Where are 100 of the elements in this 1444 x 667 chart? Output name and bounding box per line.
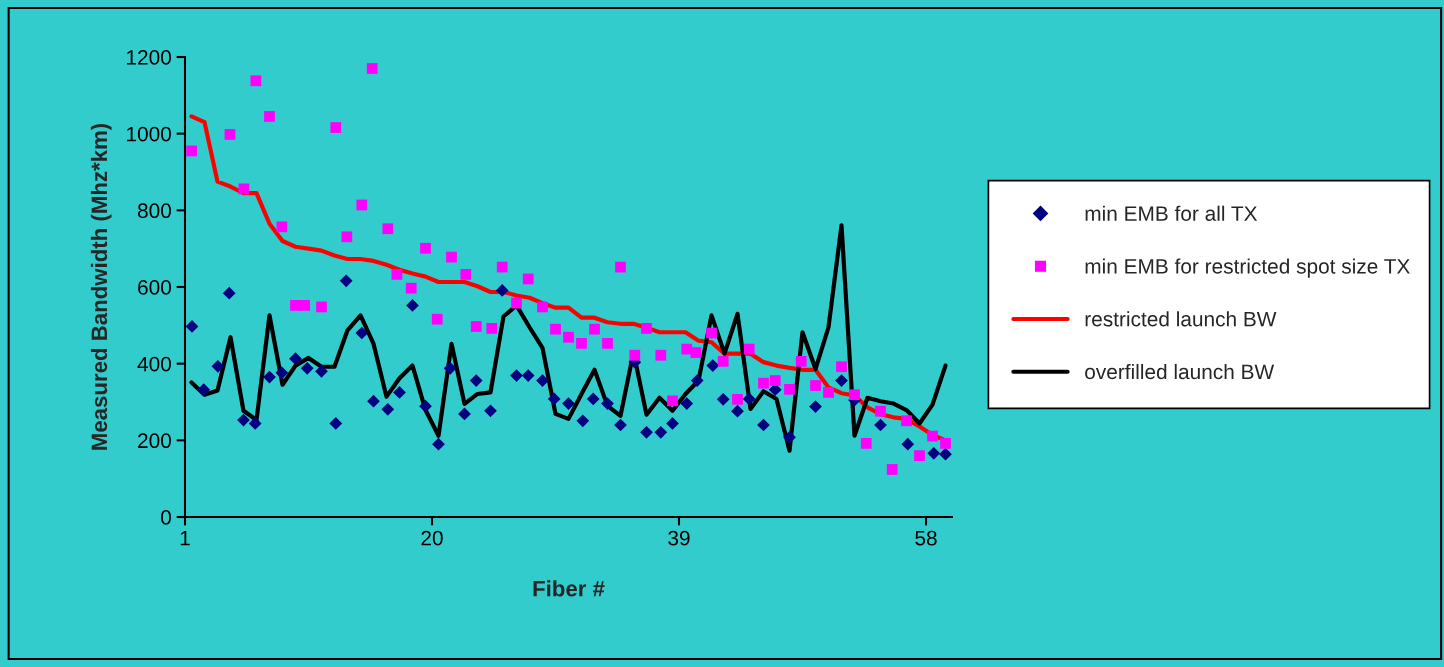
legend-label: min EMB for restricted spot size TX: [1085, 258, 1410, 278]
point: [330, 122, 342, 133]
point: [795, 355, 807, 367]
point: [927, 430, 938, 442]
point: [224, 129, 236, 140]
point: [510, 369, 523, 382]
point: [743, 343, 755, 355]
point: [809, 400, 822, 413]
y-axis-title: Measured Bandwidth (Mhz*km): [90, 123, 112, 450]
point: [537, 301, 548, 313]
point: [420, 242, 431, 254]
point: [576, 337, 587, 349]
legend-label: min EMB for all TX: [1085, 205, 1258, 221]
point: [522, 273, 534, 285]
point: [901, 437, 915, 451]
point: [716, 392, 730, 406]
point: [329, 417, 343, 430]
point: [248, 417, 262, 430]
point: [758, 377, 769, 389]
point: [382, 223, 394, 235]
point: [393, 386, 406, 399]
point: [341, 231, 353, 243]
point: [784, 383, 795, 395]
point: [521, 369, 535, 382]
point: [470, 321, 482, 332]
point: [602, 337, 613, 349]
point: [886, 464, 898, 475]
point: [316, 301, 327, 313]
point: [717, 355, 729, 367]
point: [690, 374, 704, 387]
point: [550, 323, 561, 335]
point: [289, 352, 302, 366]
point: [486, 323, 498, 334]
point: [299, 300, 310, 311]
point: [458, 407, 471, 421]
x-tick-label: 39: [668, 530, 690, 546]
point: [391, 268, 403, 280]
point: [901, 415, 912, 427]
point: [615, 261, 626, 273]
y-tick-label: 1200: [127, 50, 171, 65]
point: [355, 326, 369, 340]
point: [211, 359, 225, 373]
point: [732, 393, 743, 405]
point: [914, 450, 925, 462]
point: [690, 347, 702, 358]
point: [381, 402, 395, 416]
y-tick-label: 200: [138, 433, 171, 449]
point: [586, 392, 600, 406]
legend-label: restricted launch BW: [1085, 311, 1277, 327]
point: [339, 274, 353, 288]
point: [629, 349, 641, 361]
point: [927, 447, 941, 460]
point: [432, 437, 445, 451]
point: [655, 349, 667, 361]
point: [576, 414, 590, 428]
point: [419, 399, 432, 413]
point: [366, 63, 378, 74]
point: [443, 361, 457, 375]
y-tick-label: 800: [137, 203, 171, 219]
x-tick-label: 20: [421, 530, 443, 546]
point: [197, 383, 211, 397]
point: [654, 425, 668, 439]
y-tick-label: 0: [161, 510, 171, 525]
point: [641, 323, 652, 334]
point: [742, 392, 756, 406]
point: [810, 380, 821, 391]
point: [640, 425, 653, 439]
point: [275, 366, 289, 380]
x-tick-label: 1: [180, 530, 190, 546]
point: [276, 221, 288, 233]
y-tick-label: 1000: [127, 126, 171, 142]
point: [589, 323, 600, 335]
point: [250, 75, 262, 87]
point: [264, 111, 275, 122]
point: [680, 397, 694, 410]
point: [222, 286, 236, 300]
point: [300, 361, 314, 375]
point: [511, 297, 522, 309]
point: [783, 430, 796, 444]
point: [849, 389, 860, 401]
point: [315, 364, 328, 378]
point: [860, 438, 872, 449]
point: [405, 282, 417, 294]
y-tick-label: 600: [138, 280, 171, 295]
point: [238, 183, 250, 195]
point: [536, 374, 549, 387]
point: [666, 417, 679, 430]
point: [186, 145, 198, 157]
x-tick-label: 58: [915, 530, 937, 546]
point: [431, 313, 443, 325]
point: [495, 284, 509, 297]
point: [940, 438, 951, 449]
point: [769, 375, 781, 386]
point: [563, 331, 574, 343]
point: [835, 374, 848, 387]
point: [356, 199, 368, 211]
point: [823, 387, 834, 398]
point: [562, 397, 575, 410]
line-series: [189, 223, 948, 453]
point: [731, 404, 744, 418]
